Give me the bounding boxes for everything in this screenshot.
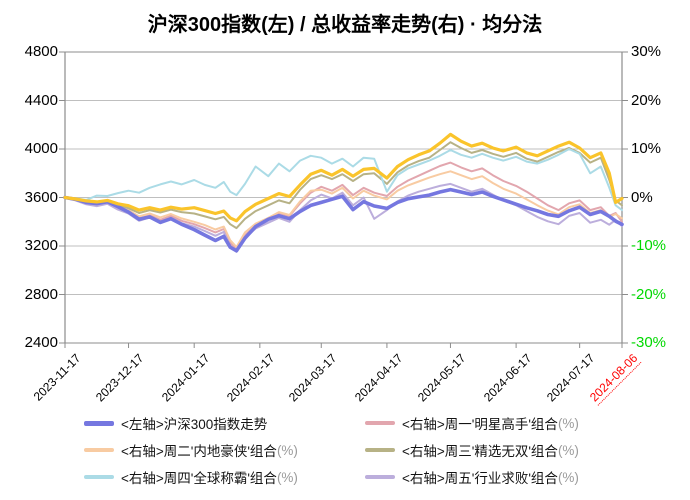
legend-item-wed-select: <右轴>周三'精选无双'组合 (%): [365, 440, 685, 460]
y-axis-label-left: 4400: [24, 91, 58, 109]
y-axis-label-left: 3600: [24, 188, 58, 206]
y-axis-label-left: 2400: [24, 334, 58, 351]
y-axis-label-right: 0%: [631, 188, 653, 206]
legend: <左轴>沪深300指数走势 <右轴>周一'明星高手'组合 (%) <右轴>周二'内地豪…: [84, 413, 685, 487]
legend-swatch-csi300: [84, 420, 114, 426]
legend-item-thu-global: <右轴>周四'全球称霸'组合 (%): [84, 467, 365, 487]
y-axis-label-right: -20%: [631, 285, 667, 303]
y-axis-label-right: -10%: [631, 237, 667, 254]
series-line-avg-gold: [63, 132, 624, 223]
y-axis-label-left: 4000: [24, 140, 58, 157]
series-line-mon-star: [64, 161, 623, 251]
legend-item-fri-industry: <右轴>周五'行业求败'组合 (%): [365, 467, 685, 487]
legend-swatch-tue-inland: [84, 448, 114, 452]
y-axis-label-left: 2800: [24, 285, 58, 303]
legend-label: <右轴>周二'内地豪侠'组合: [121, 444, 277, 459]
legend-label: <右轴>周五'行业求败'组合: [402, 471, 558, 486]
chart-title: 沪深300指数(左) / 总收益率走势(右) · 均分法: [147, 14, 543, 36]
legend-label-suffix: (%): [276, 442, 298, 458]
legend-label: <右轴>周一'明星高手'组合: [402, 417, 558, 432]
y-axis-label-right: 30%: [631, 43, 662, 60]
series-line-wed-select: [64, 141, 623, 230]
series-line-thu-global: [64, 148, 623, 212]
series-line-tue-inland: [64, 170, 623, 248]
legend-item-tue-inland: <右轴>周二'内地豪侠'组合 (%): [84, 440, 365, 460]
legend-item-mon-star: <右轴>周一'明星高手'组合 (%): [365, 413, 685, 433]
y-axis-label-left: 4800: [24, 43, 58, 60]
y-axis-label-right: 20%: [631, 91, 662, 109]
legend-swatch-fri-industry: [365, 475, 395, 479]
legend-label: <左轴>沪深300指数走势: [121, 417, 268, 432]
legend-swatch-thu-global: [84, 475, 114, 479]
legend-label-suffix: (%): [276, 469, 298, 485]
legend-label: <右轴>周四'全球称霸'组合: [121, 471, 277, 486]
legend-label-suffix: (%): [557, 442, 579, 458]
legend-label-suffix: (%): [557, 469, 579, 485]
y-axis-label-left: 3200: [24, 237, 58, 254]
y-axis-label-right: 10%: [631, 140, 662, 157]
chart-canvas: [59, 51, 628, 348]
series-line-csi300: [63, 187, 624, 253]
legend-swatch-mon-star: [365, 421, 395, 425]
legend-label: <右轴>周三'精选无双'组合: [402, 444, 558, 459]
legend-item-csi300: <左轴>沪深300指数走势: [84, 413, 365, 433]
legend-label-suffix: (%): [557, 415, 579, 431]
legend-swatch-wed-select: [365, 448, 395, 452]
y-axis-label-right: -30%: [631, 334, 667, 351]
